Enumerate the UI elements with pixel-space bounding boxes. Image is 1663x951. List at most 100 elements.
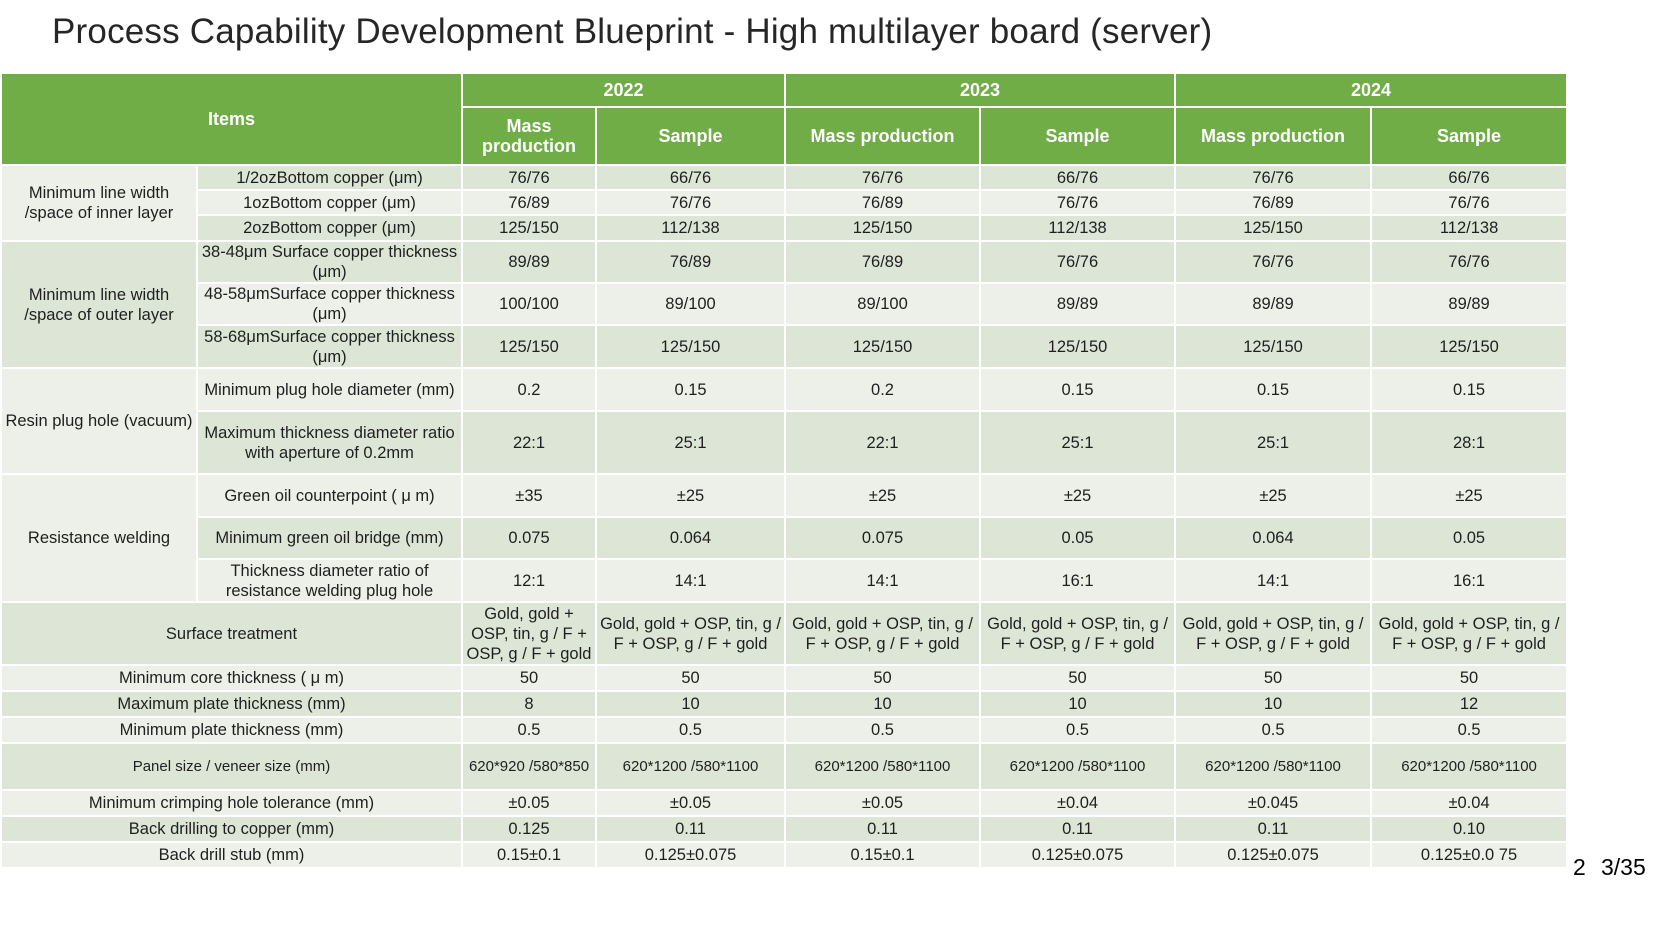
cell-value: 125/150: [1174, 324, 1373, 369]
cell-value: 0.064: [1174, 516, 1373, 560]
cell-value: 0.11: [784, 815, 982, 843]
cell-value: 125/150: [461, 214, 597, 242]
row-label: 48-58μmSurface copper thickness (μm): [196, 282, 463, 326]
table-row: Minimum line width /space of outer layer…: [0, 240, 1569, 369]
stage-header: Mass production: [1174, 106, 1373, 166]
group-label-outer-layer: Minimum line width /space of outer layer: [0, 240, 198, 369]
cell-value: 50: [594, 664, 787, 692]
table-row: 48-58μmSurface copper thickness (μm) 100…: [1, 282, 1569, 326]
page-number: 2 3/35: [1573, 850, 1663, 890]
row-label: Maximum thickness diameter ratio with ap…: [196, 410, 463, 475]
cell-value: 0.15: [1174, 367, 1373, 412]
table-row: Thickness diameter ratio of resistance w…: [1, 558, 1569, 603]
cell-value: 0.11: [594, 815, 787, 843]
cell-value: 620*1200 /580*1100: [1174, 742, 1373, 791]
stage-header: Sample: [979, 106, 1177, 166]
cell-value: 0.125±0.075: [594, 841, 787, 869]
cell-value: 0.5: [594, 716, 787, 744]
cell-value: 50: [784, 664, 982, 692]
cell-value: 0.15: [594, 367, 787, 412]
cell-value: 76/76: [1370, 240, 1569, 284]
cell-value: 16:1: [979, 558, 1177, 603]
cell-value: ±25: [594, 473, 787, 518]
row-label: Minimum green oil bridge (mm): [196, 516, 463, 560]
table-row: Maximum thickness diameter ratio with ap…: [1, 410, 1569, 475]
cell-value: 0.125: [461, 815, 597, 843]
cell-value: 0.125±0.0 75: [1370, 841, 1569, 869]
cell-value: 0.15: [979, 367, 1177, 412]
year-header-2023: 2023: [784, 72, 1177, 108]
cell-value: Gold, gold + OSP, tin, g / F + OSP, g / …: [1174, 601, 1373, 666]
items-header: Items: [0, 72, 463, 166]
cell-value: 16:1: [1370, 558, 1569, 603]
table-row: Minimum crimping hole tolerance (mm) ±0.…: [0, 789, 1569, 817]
cell-value: Gold, gold + OSP, tin, g / F + OSP, g / …: [784, 601, 982, 666]
cell-value: 66/76: [979, 164, 1177, 191]
cell-value: 12: [1370, 690, 1569, 718]
cell-value: Gold, gold + OSP, tin, g / F + OSP, g / …: [461, 601, 597, 666]
cell-value: 76/76: [1370, 189, 1569, 216]
capability-table: Items 2022 2023 2024 Mass production Sam…: [0, 72, 1569, 869]
cell-value: ±25: [979, 473, 1177, 518]
row-label: 38-48μm Surface copper thickness (μm): [196, 240, 463, 284]
cell-value: 89/100: [594, 282, 787, 326]
cell-value: 14:1: [1174, 558, 1373, 603]
stage-header: Mass production: [461, 106, 597, 166]
row-label: Minimum core thickness ( μ m): [0, 664, 463, 692]
cell-value: 0.11: [979, 815, 1177, 843]
group-label-resistance-welding: Resistance welding: [0, 473, 198, 603]
table-row: Back drill stub (mm) 0.15±0.1 0.125±0.07…: [0, 841, 1569, 869]
table-row: Surface treatment Gold, gold + OSP, tin,…: [0, 601, 1569, 666]
cell-value: 28:1: [1370, 410, 1569, 475]
cell-value: 76/76: [594, 189, 787, 216]
cell-value: 0.125±0.075: [979, 841, 1177, 869]
cell-value: 620*920 /580*850: [461, 742, 597, 791]
cell-value: 0.2: [784, 367, 982, 412]
cell-value: 0.075: [461, 516, 597, 560]
stage-header: Sample: [594, 106, 787, 166]
cell-value: 10: [1174, 690, 1373, 718]
cell-value: 0.15±0.1: [784, 841, 982, 869]
cell-value: 10: [594, 690, 787, 718]
cell-value: 0.2: [461, 367, 597, 412]
cell-value: ±0.045: [1174, 789, 1373, 817]
cell-value: 50: [1174, 664, 1373, 692]
cell-value: 10: [979, 690, 1177, 718]
cell-value: ±0.05: [784, 789, 982, 817]
cell-value: 89/89: [979, 282, 1177, 326]
cell-value: 10: [784, 690, 982, 718]
cell-value: ±25: [1370, 473, 1569, 518]
table-row: Minimum line width /space of inner layer…: [0, 164, 1569, 242]
cell-value: 76/76: [1174, 240, 1373, 284]
table-row: Maximum plate thickness (mm) 8 10 10 10 …: [0, 690, 1569, 718]
row-label: Back drilling to copper (mm): [0, 815, 463, 843]
table-row: Back drilling to copper (mm) 0.125 0.11 …: [0, 815, 1569, 843]
cell-value: 14:1: [594, 558, 787, 603]
cell-value: 125/150: [1370, 324, 1569, 369]
cell-value: 0.075: [784, 516, 982, 560]
cell-value: 76/89: [1174, 189, 1373, 216]
cell-value: ±25: [1174, 473, 1373, 518]
row-label: Minimum crimping hole tolerance (mm): [0, 789, 463, 817]
cell-value: 620*1200 /580*1100: [1370, 742, 1569, 791]
cell-value: 66/76: [1370, 164, 1569, 191]
cell-value: 89/89: [1174, 282, 1373, 326]
group-label-inner-layer: Minimum line width /space of inner layer: [0, 164, 198, 242]
cell-value: 125/150: [784, 324, 982, 369]
row-label: 2ozBottom copper (μm): [196, 214, 463, 242]
cell-value: 22:1: [784, 410, 982, 475]
cell-value: 100/100: [461, 282, 597, 326]
row-label: Back drill stub (mm): [0, 841, 463, 869]
cell-value: 76/89: [461, 189, 597, 216]
table-row: Minimum green oil bridge (mm) 0.075 0.06…: [1, 516, 1569, 560]
stage-header: Mass production: [784, 106, 982, 166]
cell-value: 50: [979, 664, 1177, 692]
cell-value: 0.11: [1174, 815, 1373, 843]
cell-value: Gold, gold + OSP, tin, g / F + OSP, g / …: [1370, 601, 1569, 666]
cell-value: 0.05: [1370, 516, 1569, 560]
row-label: 1/2ozBottom copper (μm): [196, 164, 463, 191]
row-label: Panel size / veneer size (mm): [0, 742, 463, 791]
cell-value: 0.5: [979, 716, 1177, 744]
table-row: 2ozBottom copper (μm) 125/150 112/138 12…: [1, 214, 1569, 242]
row-label: Green oil counterpoint ( μ m): [196, 473, 463, 518]
